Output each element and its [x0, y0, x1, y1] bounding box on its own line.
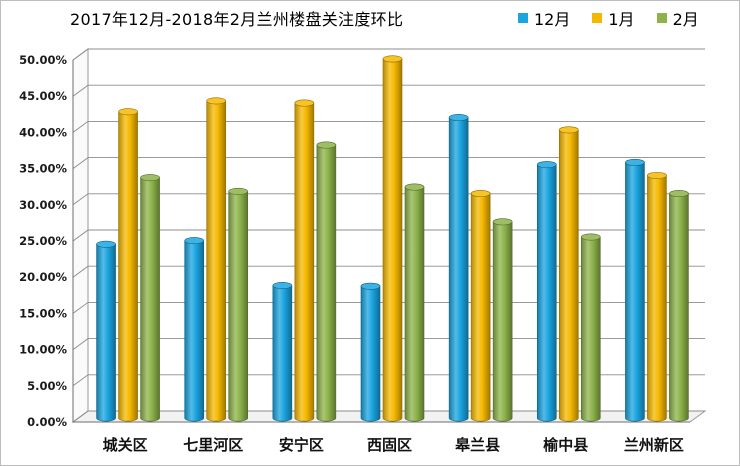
y-tick-label: 20.00%	[19, 270, 67, 284]
legend-item-feb: 2月	[656, 6, 699, 30]
x-tick-label: 兰州新区	[624, 436, 684, 454]
bar-cap	[404, 183, 425, 191]
bar-feb-0	[140, 174, 160, 422]
bar-cap	[96, 240, 116, 248]
y-gridline	[72, 84, 705, 97]
bar-cap	[206, 97, 227, 105]
x-tick-label: 七里河区	[183, 436, 243, 454]
bar-body	[294, 102, 315, 422]
bar-jan-6	[647, 171, 667, 422]
bar-cap	[448, 114, 469, 122]
bar-body	[647, 175, 667, 422]
bar-cap	[580, 233, 601, 241]
y-gridline	[72, 48, 705, 61]
bar-body	[448, 117, 469, 422]
legend-label-feb: 2月	[672, 10, 699, 29]
bar-cap	[118, 108, 138, 116]
y-gridline	[72, 193, 705, 206]
bar-body	[360, 285, 381, 422]
bar-cap	[492, 218, 513, 226]
legend-item-dec: 12月	[518, 6, 570, 30]
y-tick-label: 25.00%	[19, 234, 67, 248]
bar-cap	[470, 190, 491, 198]
legend-swatch-jan	[592, 13, 603, 23]
bar-body	[580, 236, 601, 422]
bar-body	[382, 58, 403, 422]
bar-body	[669, 193, 689, 422]
bar-feb-1	[228, 187, 249, 422]
bar-jan-3	[382, 55, 403, 422]
bar-body	[404, 186, 425, 422]
bar-cap	[382, 55, 403, 63]
legend-label-jan: 1月	[608, 10, 635, 29]
y-gridline	[72, 157, 705, 169]
bar-dec-5	[536, 161, 557, 422]
bar-body	[625, 162, 645, 422]
y-tick-label: 35.00%	[19, 162, 67, 176]
bar-cap	[228, 187, 249, 195]
x-tick-label: 城关区	[103, 436, 148, 454]
bar-feb-5	[580, 233, 601, 422]
bar-body	[558, 129, 579, 422]
bar-body	[96, 243, 116, 422]
y-tick-label: 40.00%	[19, 125, 67, 139]
bar-dec-2	[272, 282, 293, 422]
x-tick-label: 西固区	[367, 436, 412, 454]
bar-jan-2	[294, 99, 315, 422]
bar-body	[272, 285, 293, 422]
legend-swatch-dec	[518, 13, 528, 23]
bar-cap	[140, 174, 160, 182]
bar-feb-3	[404, 183, 425, 422]
y-tick-label: 50.00%	[19, 53, 67, 67]
bar-dec-4	[448, 114, 469, 422]
bar-cap	[558, 126, 579, 134]
bar-jan-1	[206, 97, 227, 422]
y-gridline	[72, 120, 705, 133]
chart-title: 2017年12月-2018年2月兰州楼盘关注度环比	[70, 10, 404, 29]
bar-dec-6	[625, 158, 645, 422]
bar-feb-6	[669, 190, 689, 422]
bar-body	[184, 240, 205, 422]
chart-legend: 12月 1月 2月	[518, 6, 699, 30]
bar-cap	[316, 141, 337, 149]
y-tick-label: 0.00%	[27, 415, 67, 429]
bar-cap	[184, 237, 205, 245]
y-tick-label: 15.00%	[19, 306, 67, 320]
bar-body	[492, 221, 513, 422]
legend-label-dec: 12月	[534, 10, 571, 29]
bar-dec-0	[96, 240, 116, 422]
legend-item-jan: 1月	[592, 6, 635, 30]
bar-cap	[272, 282, 293, 290]
bar-body	[470, 193, 491, 422]
legend-swatch-feb	[656, 13, 667, 23]
bar-body	[536, 164, 557, 422]
bar-feb-2	[316, 141, 337, 422]
x-tick-label: 安宁区	[279, 436, 324, 454]
bar-cap	[294, 99, 315, 107]
x-tick-label: 皋兰县	[455, 436, 500, 454]
bar-body	[140, 177, 160, 422]
x-tick-label: 榆中县	[543, 436, 588, 454]
bar-feb-4	[492, 218, 513, 422]
y-tick-label: 45.00%	[19, 89, 67, 103]
y-tick-label: 5.00%	[27, 379, 67, 393]
bar-jan-4	[470, 190, 491, 422]
bar-cap	[669, 190, 689, 198]
bar-dec-1	[184, 237, 205, 422]
y-tick-label: 10.00%	[19, 343, 67, 357]
bar-body	[316, 144, 337, 422]
bar-body	[206, 100, 227, 422]
bar-jan-0	[118, 108, 138, 422]
bar-body	[118, 111, 138, 422]
y-tick-label: 30.00%	[19, 198, 67, 212]
bar-cap	[647, 171, 667, 179]
bar-dec-3	[360, 282, 381, 422]
bar-jan-5	[558, 126, 579, 422]
bar-cap	[360, 282, 381, 290]
bar-cap	[536, 161, 557, 169]
bar-body	[228, 191, 249, 422]
bar-cap	[625, 158, 645, 166]
